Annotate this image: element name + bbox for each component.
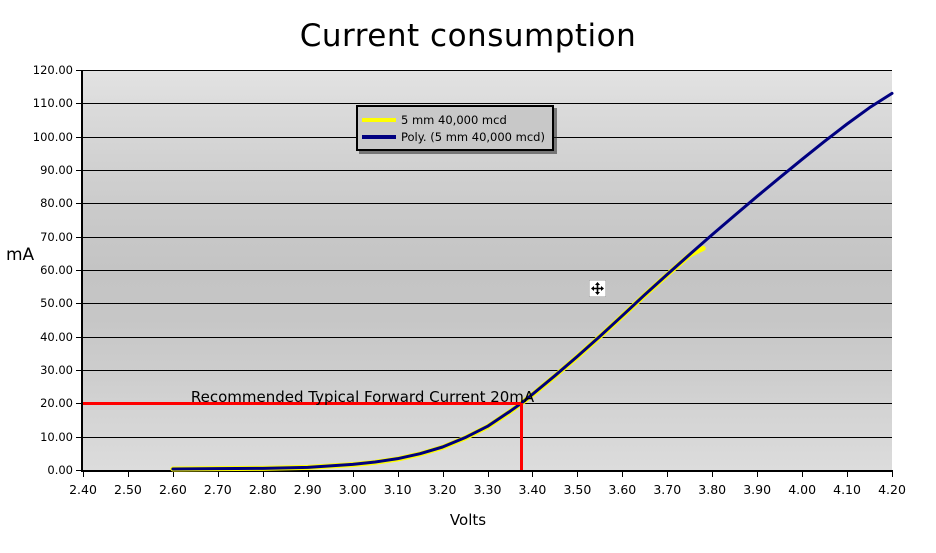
- x-tick-mark: [802, 470, 804, 477]
- y-tick-mark: [76, 303, 83, 305]
- x-tick-label: 3.80: [698, 482, 727, 497]
- x-tick-label: 4.10: [833, 482, 861, 497]
- legend-label-trendline: Poly. (5 mm 40,000 mcd): [401, 129, 545, 144]
- y-tick-mark: [76, 136, 83, 138]
- y-tick-mark: [76, 403, 83, 405]
- x-tick-label: 3.00: [338, 482, 367, 497]
- chart-title: Current consumption: [299, 18, 637, 54]
- x-tick-mark: [83, 470, 84, 477]
- y-tick-mark: [76, 103, 83, 105]
- gridline: [83, 303, 892, 305]
- legend-item-trendline[interactable]: Poly. (5 mm 40,000 mcd): [362, 128, 545, 145]
- x-tick-mark: [622, 470, 624, 477]
- annotation-vertical-line: [520, 403, 524, 470]
- x-tick-label: 3.70: [653, 482, 682, 497]
- y-tick-mark: [76, 470, 83, 471]
- gridline: [83, 170, 892, 171]
- y-tick-label: 100.00: [32, 129, 73, 144]
- gridline: [83, 103, 892, 105]
- gridline: [83, 436, 892, 438]
- x-tick-mark: [442, 470, 444, 477]
- y-tick-mark: [76, 370, 83, 371]
- move-cursor-icon: [588, 279, 607, 298]
- x-tick-mark: [307, 470, 309, 477]
- x-tick-mark: [847, 470, 849, 477]
- y-tick-label: 50.00: [40, 296, 73, 311]
- x-tick-mark: [262, 470, 264, 477]
- legend-swatch-blue: [362, 134, 396, 139]
- x-tick-mark: [892, 470, 893, 477]
- y-tick-mark: [76, 336, 83, 338]
- y-tick-label: 120.00: [32, 63, 73, 77]
- gridline: [83, 70, 892, 71]
- legend-swatch-yellow: [362, 117, 396, 122]
- x-tick-mark: [712, 470, 714, 477]
- gridline: [83, 336, 892, 338]
- x-tick-label: 3.60: [608, 482, 637, 497]
- y-tick-label: 0.00: [47, 463, 73, 477]
- x-tick-label: 2.90: [293, 482, 322, 497]
- x-axis-label: Volts: [449, 511, 487, 529]
- y-tick-mark: [76, 203, 83, 205]
- gridline: [83, 270, 892, 271]
- y-tick-label: 70.00: [40, 229, 73, 244]
- x-tick-label: 2.70: [203, 482, 232, 497]
- x-tick-mark: [127, 470, 129, 477]
- y-tick-mark: [76, 436, 83, 438]
- x-tick-label: 2.60: [158, 482, 187, 497]
- y-tick-mark: [76, 170, 83, 171]
- x-tick-label: 3.40: [518, 482, 547, 497]
- x-tick-mark: [532, 470, 534, 477]
- gridline: [83, 236, 892, 238]
- y-tick-label: 90.00: [40, 163, 73, 177]
- x-tick-label: 2.40: [69, 482, 97, 497]
- x-tick-mark: [397, 470, 399, 477]
- x-tick-label: 3.50: [563, 482, 592, 497]
- y-tick-mark: [76, 70, 83, 71]
- x-tick-mark: [172, 470, 174, 477]
- y-tick-label: 30.00: [40, 363, 73, 377]
- legend-item-data[interactable]: 5 mm 40,000 mcd: [362, 111, 545, 128]
- x-tick-label: 3.10: [383, 482, 412, 497]
- x-tick-label: 3.30: [473, 482, 502, 497]
- gridline: [83, 370, 892, 371]
- y-axis-label: mA: [6, 245, 35, 265]
- x-tick-label: 4.00: [788, 482, 817, 497]
- annotation-text: Recommended Typical Forward Current 20mA: [190, 388, 535, 406]
- y-tick-label: 10.00: [40, 429, 73, 444]
- series-line-data: [170, 245, 706, 472]
- x-tick-mark: [757, 470, 759, 477]
- x-tick-mark: [217, 470, 219, 477]
- x-tick-mark: [577, 470, 579, 477]
- y-tick-mark: [76, 270, 83, 271]
- gridline: [83, 203, 892, 205]
- x-tick-label: 3.90: [743, 482, 772, 497]
- x-tick-label: 2.80: [248, 482, 277, 497]
- series-line-trendline: [171, 91, 894, 471]
- x-tick-mark: [352, 470, 354, 477]
- x-tick-label: 4.20: [878, 482, 906, 497]
- y-tick-mark: [76, 236, 83, 238]
- chart-legend[interactable]: 5 mm 40,000 mcd Poly. (5 mm 40,000 mcd): [356, 105, 554, 151]
- y-tick-label: 110.00: [32, 96, 73, 111]
- x-tick-mark: [667, 470, 669, 477]
- x-tick-label: 2.50: [114, 482, 142, 497]
- annotation-horizontal-line: [83, 402, 522, 406]
- y-tick-label: 60.00: [40, 263, 73, 277]
- legend-label-data: 5 mm 40,000 mcd: [401, 112, 507, 127]
- y-tick-label: 40.00: [40, 329, 73, 344]
- y-tick-label: 80.00: [40, 196, 73, 211]
- x-tick-mark: [487, 470, 489, 477]
- data-series-layer: [170, 91, 894, 472]
- x-tick-label: 3.20: [428, 482, 457, 497]
- y-tick-label: 20.00: [40, 396, 73, 411]
